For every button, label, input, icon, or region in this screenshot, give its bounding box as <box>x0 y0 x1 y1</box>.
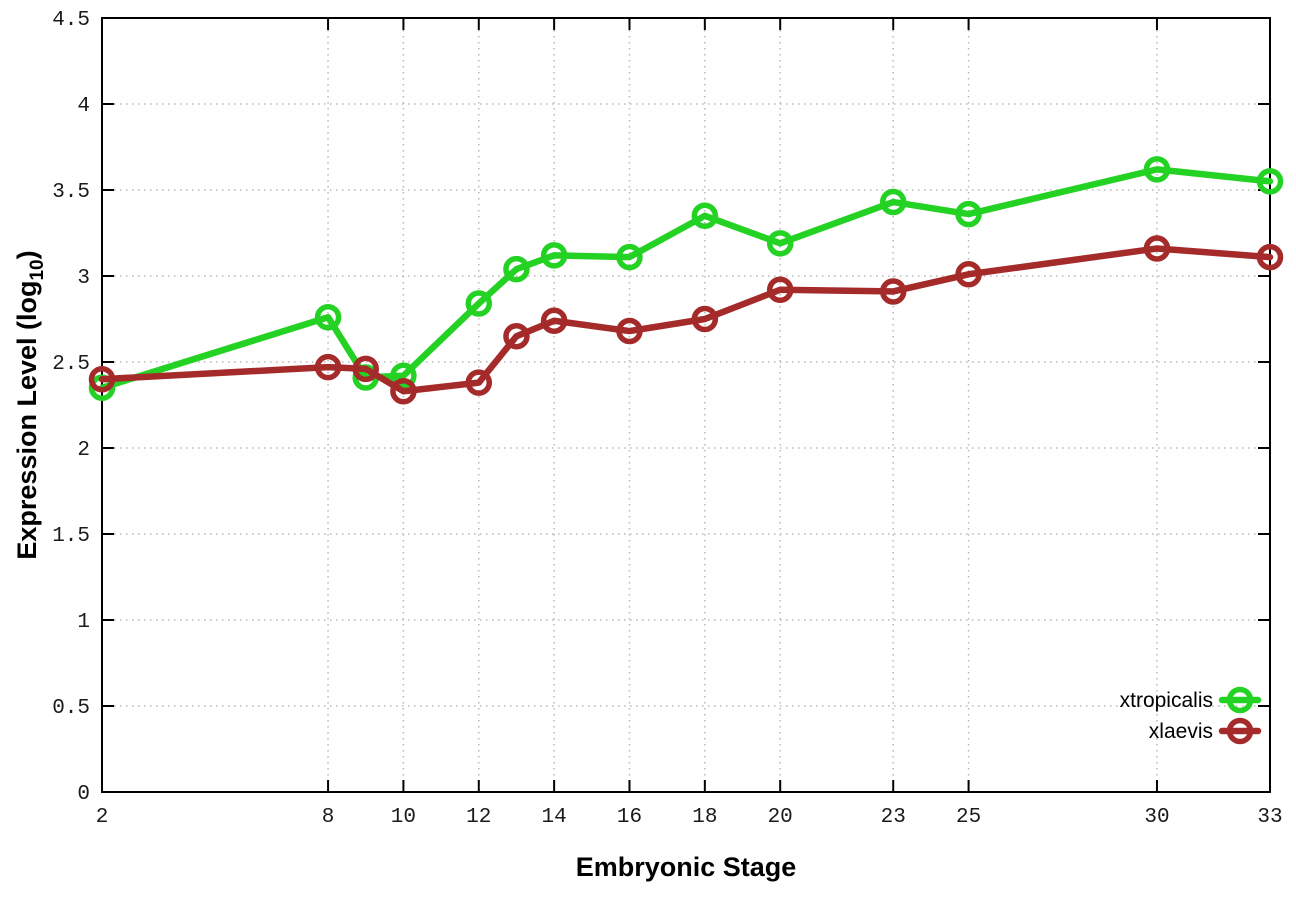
data-point-xtropicalis <box>503 255 530 283</box>
data-point-xtropicalis <box>465 290 493 317</box>
data-point-xlaevis <box>879 278 907 305</box>
x-tick-label: 25 <box>956 806 981 829</box>
data-point-xlaevis <box>540 307 568 334</box>
data-point-xlaevis <box>1256 243 1284 271</box>
x-tick-label: 18 <box>692 806 717 829</box>
data-point-xtropicalis <box>691 202 719 230</box>
y-tick-label: 0.5 <box>52 697 90 720</box>
data-point-xtropicalis <box>540 242 568 269</box>
data-point-xtropicalis <box>1143 156 1171 183</box>
x-tick-label: 16 <box>617 806 642 829</box>
x-tick-label: 23 <box>881 806 906 829</box>
y-tick-label: 3 <box>77 267 90 290</box>
y-tick-label: 1 <box>77 611 90 634</box>
data-point-xlaevis <box>465 369 493 396</box>
x-tick-label: 20 <box>768 806 793 829</box>
data-point-xlaevis <box>1143 235 1171 262</box>
legend-label-xlaevis: xlaevis <box>1149 720 1213 743</box>
data-point-xlaevis <box>955 261 982 288</box>
y-tick-label: 4.5 <box>52 9 90 32</box>
y-tick-label: 2.5 <box>52 353 90 376</box>
legend-sample-marker-xlaevis <box>1226 717 1254 745</box>
legend-label-xtropicalis: xtropicalis <box>1120 689 1213 712</box>
data-point-xtropicalis <box>390 362 417 390</box>
data-point-xlaevis <box>390 377 417 405</box>
legend-sample-marker-xtropicalis <box>1226 686 1254 714</box>
data-point-xlaevis <box>691 305 719 333</box>
data-point-xlaevis <box>314 353 342 381</box>
data-point-xtropicalis <box>616 243 643 271</box>
x-tick-label: 2 <box>96 806 109 829</box>
y-tick-label: 4 <box>77 95 90 118</box>
x-tick-label: 30 <box>1144 806 1169 829</box>
y-tick-label: 0 <box>77 783 90 806</box>
y-tick-label: 2 <box>77 439 90 462</box>
y-tick-label: 1.5 <box>52 525 90 548</box>
data-point-xlaevis <box>503 322 530 350</box>
data-point-xlaevis <box>352 355 379 383</box>
plot-border <box>101 17 1271 793</box>
x-tick-label: 8 <box>322 806 335 829</box>
data-point-xlaevis <box>766 276 794 304</box>
data-point-xtropicalis <box>955 200 982 228</box>
data-point-xtropicalis <box>1256 168 1284 195</box>
data-point-xlaevis <box>88 365 116 393</box>
data-point-xtropicalis <box>766 230 794 257</box>
data-point-xtropicalis <box>314 304 342 331</box>
y-axis-title: Expression Level (log10) <box>12 250 48 559</box>
x-tick-label: 33 <box>1257 806 1282 829</box>
x-axis-title: Embryonic Stage <box>576 852 797 882</box>
x-tick-label: 12 <box>466 806 491 829</box>
x-tick-label: 10 <box>391 806 416 829</box>
data-point-xlaevis <box>616 317 643 345</box>
y-tick-label: 3.5 <box>52 181 90 204</box>
x-tick-label: 14 <box>542 806 567 829</box>
data-point-xtropicalis <box>879 188 907 216</box>
